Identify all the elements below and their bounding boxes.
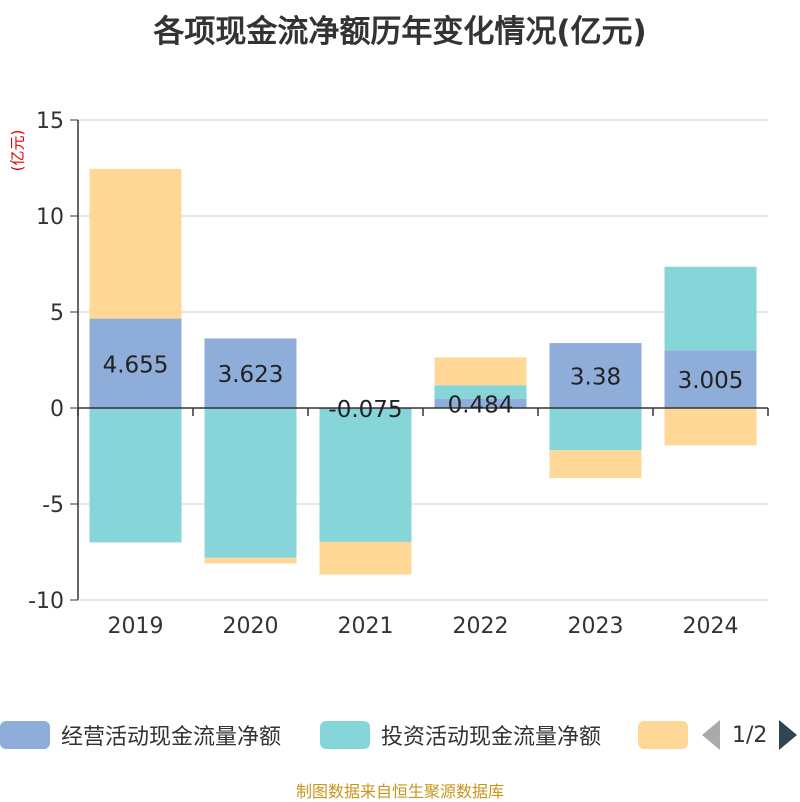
x-tick-label: 2019 <box>108 614 164 639</box>
legend-label-operating: 经营活动现金流量净额 <box>61 725 282 750</box>
y-tick-label: 5 <box>50 301 64 326</box>
x-tick-label: 2021 <box>338 614 394 639</box>
legend-next-page-icon[interactable] <box>779 720 798 750</box>
legend-label-investing: 投资活动现金流量净额 <box>381 725 602 750</box>
chart-plot: -10 -5 0 5 10 15 2019 2020 2021 2022 2023 2024 4.65… <box>28 109 769 639</box>
chart-title: 各项现金流净额历年变化情况(亿元) <box>153 14 647 50</box>
data-label: 4.655 <box>103 352 169 378</box>
x-tick-label: 2022 <box>453 614 509 639</box>
legend-swatch-investing <box>320 721 370 749</box>
legend-prev-page-icon[interactable] <box>702 720 720 750</box>
bar-segment <box>549 450 642 479</box>
legend-item-financing[interactable] <box>638 718 688 752</box>
bar-segment <box>204 338 297 408</box>
data-label: 0.484 <box>448 392 514 418</box>
bar-segment <box>89 318 182 408</box>
data-label: 3.623 <box>218 362 284 388</box>
data-label: -0.075 <box>328 397 402 423</box>
y-tick-label: -10 <box>28 589 64 614</box>
bar-segment <box>319 541 412 575</box>
bars <box>89 168 757 575</box>
legend-swatch-operating <box>0 721 50 749</box>
bar-segment <box>434 385 527 399</box>
bar-segment <box>549 408 642 451</box>
bar-segment <box>664 266 757 351</box>
bar-segment <box>549 343 642 408</box>
axes: -10 -5 0 5 10 15 2019 2020 2021 2022 2023 2024 <box>28 109 769 639</box>
y-tick-label: -5 <box>42 493 64 518</box>
legend-page-indicator: 1/2 <box>732 722 768 748</box>
bar-segment <box>89 408 182 543</box>
bar-segment <box>204 557 297 564</box>
bar-segment <box>434 398 527 408</box>
x-tick-label: 2024 <box>683 614 739 639</box>
x-tick-label: 2023 <box>568 614 624 639</box>
bar-segment <box>204 408 297 558</box>
source-footer: 制图数据来自恒生聚源数据库 <box>295 782 504 801</box>
bar-segment <box>664 350 757 408</box>
legend-item-operating[interactable]: 经营活动现金流量净额 <box>0 718 281 752</box>
data-label: 3.005 <box>678 368 744 394</box>
legend: 经营活动现金流量净额 投资活动现金流量净额 1/2 <box>0 718 800 752</box>
bar-segment <box>319 409 412 542</box>
y-tick-label: 0 <box>50 397 64 422</box>
y-tick-label: 15 <box>36 109 64 134</box>
legend-swatch-financing <box>638 721 688 749</box>
bar-segment <box>434 357 527 386</box>
y-tick-label: 10 <box>36 205 64 230</box>
data-labels: 4.655 3.623 -0.075 0.484 3.38 3.005 <box>103 352 744 423</box>
data-label: 3.38 <box>570 365 621 391</box>
legend-pager: 1/2 <box>702 718 798 752</box>
legend-item-investing[interactable]: 投资活动现金流量净额 <box>320 718 601 752</box>
bar-segment <box>664 408 757 446</box>
bar-segment <box>89 168 182 319</box>
x-tick-label: 2020 <box>223 614 279 639</box>
